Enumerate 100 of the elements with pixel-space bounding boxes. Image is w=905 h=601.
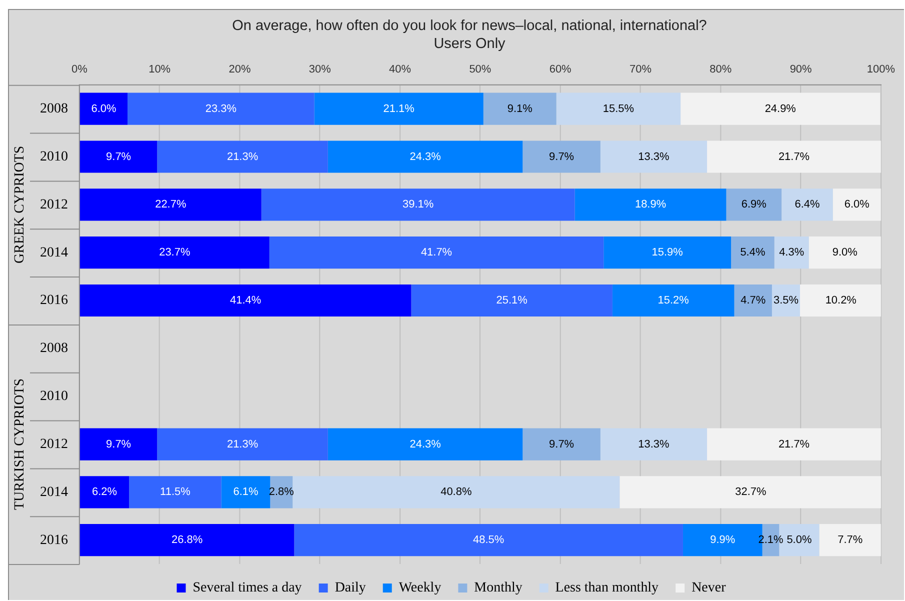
data-label: 39.1% — [402, 198, 434, 211]
data-label: 23.7% — [159, 246, 190, 259]
data-label: 21.7% — [778, 150, 810, 163]
y-tick-label: 2010 — [40, 389, 68, 404]
bar — [800, 284, 881, 317]
bar — [328, 428, 523, 460]
data-label: 13.3% — [638, 150, 670, 163]
bar — [819, 524, 881, 556]
data-label: 41.7% — [420, 246, 452, 259]
text: GREEK CYPRIOTS — [12, 146, 28, 264]
bar — [80, 476, 130, 508]
data-label: 10.2% — [825, 294, 857, 307]
data-label: 26.8% — [172, 534, 203, 546]
data-label: 24.3% — [410, 150, 442, 163]
y-tick-label: 2016 — [40, 532, 68, 548]
legend-label: Daily — [334, 580, 366, 596]
legend-label: Never — [692, 580, 726, 596]
data-label: 21.3% — [226, 438, 258, 450]
bar — [80, 188, 262, 221]
chart-subtitle: Users Only — [434, 36, 506, 52]
data-label: 6.2% — [92, 486, 118, 498]
data-label: 5.0% — [786, 534, 812, 546]
bar — [782, 188, 833, 221]
y-tick-label: 2016 — [40, 293, 68, 308]
data-label: 3.5% — [773, 294, 799, 307]
bar — [808, 236, 881, 269]
y-tick-label: 2012 — [40, 197, 68, 212]
bar — [128, 92, 314, 125]
bar — [612, 284, 734, 317]
bar — [680, 92, 880, 125]
x-tick-label: 50% — [469, 63, 492, 76]
bar — [129, 476, 222, 508]
legend-label: Monthly — [474, 580, 522, 596]
data-label: 21.3% — [226, 150, 258, 163]
bar — [483, 92, 556, 125]
bar — [294, 524, 683, 556]
data-label: 4.7% — [740, 294, 766, 307]
text: TURKISH CYPRIOTS — [12, 378, 28, 510]
data-label: 6.4% — [794, 198, 820, 211]
data-label: 7.7% — [838, 534, 863, 546]
data-label: 41.4% — [230, 294, 262, 307]
x-tick-label: 20% — [228, 63, 251, 76]
data-label: 9.1% — [507, 102, 533, 115]
bar — [604, 236, 732, 269]
x-tick-label: 0% — [71, 63, 88, 76]
data-label: 22.7% — [155, 198, 186, 211]
bar — [522, 428, 600, 460]
data-label: 6.0% — [844, 198, 870, 211]
data-label: 6.0% — [91, 102, 116, 115]
y-tick-label: 2008 — [40, 102, 68, 116]
data-label: 9.7% — [106, 150, 132, 163]
data-label: 18.9% — [634, 198, 666, 211]
bar — [269, 236, 604, 269]
bar — [726, 188, 782, 221]
data-label: 21.1% — [383, 102, 415, 115]
data-label: 13.3% — [638, 438, 670, 450]
data-label: 11.5% — [160, 486, 191, 498]
bar — [731, 236, 774, 269]
y-tick-label: 2012 — [40, 436, 68, 452]
data-label: 25.1% — [496, 294, 528, 307]
bar — [620, 476, 881, 508]
data-label: 5.4% — [740, 246, 766, 259]
bar — [157, 428, 328, 460]
bar — [600, 140, 708, 173]
data-label: 15.9% — [652, 246, 684, 259]
legend-label: Several times a day — [192, 580, 302, 596]
bar — [261, 188, 575, 221]
x-tick-label: 10% — [148, 63, 171, 76]
bar — [292, 476, 620, 508]
data-label: 15.2% — [658, 294, 690, 307]
bar — [734, 284, 772, 317]
x-tick-label: 90% — [790, 63, 812, 76]
bar — [707, 428, 881, 460]
legend-label: Less than monthly — [555, 580, 659, 596]
data-label: 32.7% — [735, 486, 767, 498]
bar — [707, 140, 881, 173]
bar — [157, 140, 328, 173]
data-label: 9.7% — [106, 438, 132, 450]
data-label: 48.5% — [473, 534, 504, 546]
bar — [221, 476, 270, 508]
data-label: 40.8% — [440, 486, 472, 498]
x-tick-label: 70% — [630, 63, 652, 76]
bar — [80, 236, 270, 269]
y-tick-label: 2008 — [40, 341, 68, 356]
data-label: 4.3% — [779, 246, 804, 259]
x-tick-label: 40% — [389, 63, 412, 76]
bar — [522, 140, 600, 173]
bar — [411, 284, 612, 317]
bar — [600, 428, 708, 460]
bar — [556, 92, 681, 125]
data-label: 24.3% — [410, 438, 442, 450]
bar — [80, 92, 128, 125]
data-label: 15.5% — [602, 102, 634, 115]
bar — [314, 92, 484, 125]
chart-title: On average, how often do you look for news–local, national, international? — [232, 18, 707, 34]
data-label: 23.3% — [205, 102, 237, 115]
bar — [774, 236, 809, 269]
bar — [832, 188, 881, 221]
bar — [80, 428, 158, 460]
x-tick-label: 80% — [710, 63, 732, 76]
